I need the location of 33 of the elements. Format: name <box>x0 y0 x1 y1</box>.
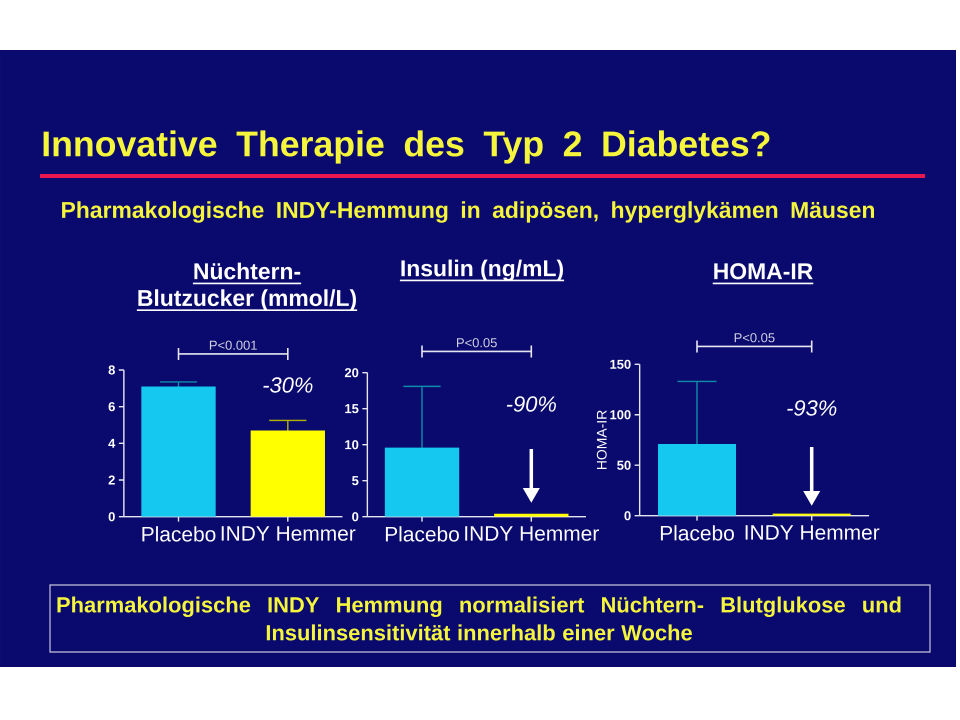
x-tick-label: INDY Hemmer <box>465 526 599 541</box>
y-tick-label: 4 <box>108 438 116 448</box>
y-tick-label: 6 <box>108 402 115 412</box>
x-tick-label: Placebo <box>142 526 216 542</box>
text: Pharmakologische INDY Hemmung normalisiert Nüchtern- Blutglukose und Insulinsensitivität innerhalb einer Woche <box>57 596 901 640</box>
y-tick-label: 100 <box>610 410 631 420</box>
y-tick-label: 0 <box>108 512 115 522</box>
y-tick-label: 8 <box>108 365 115 375</box>
text: Pharmakologische INDY-Hemmung in adipösen, hyperglykämen Mäusen <box>62 201 874 223</box>
y-tick-label: 15 <box>345 404 358 414</box>
text: P<0.05 <box>734 333 775 342</box>
x-tick-label: INDY Hemmer <box>222 526 356 541</box>
annotation: -93% <box>787 400 836 416</box>
y-tick-label: 2 <box>108 475 115 485</box>
chart-title: HOMA-IR <box>714 263 813 280</box>
y-tick-label: 150 <box>610 360 631 369</box>
x-tick-label: INDY Hemmer <box>746 525 880 540</box>
text: P<0.001 <box>210 340 257 350</box>
x-tick-label: Placebo <box>660 525 734 541</box>
text: P<0.05 <box>457 338 497 348</box>
chart-title: Nüchtern- Blutzucker (mmol/L) <box>138 262 356 311</box>
y-axis-title: HOMA-IR <box>596 410 607 470</box>
chart-title: Insulin (ng/mL) <box>401 260 563 282</box>
y-tick-label: 0 <box>352 512 358 522</box>
y-tick-label: 5 <box>352 476 358 486</box>
annotation: -90% <box>506 396 556 412</box>
x-tick-label: Placebo <box>386 526 459 542</box>
text: Innovative Therapie des Typ 2 Diabetes? <box>44 130 770 164</box>
y-tick-label: 0 <box>624 511 631 520</box>
y-tick-label: 50 <box>617 460 631 470</box>
y-tick-label: 10 <box>345 440 358 450</box>
y-tick-label: 20 <box>344 368 358 378</box>
annotation: -30% <box>263 377 312 393</box>
